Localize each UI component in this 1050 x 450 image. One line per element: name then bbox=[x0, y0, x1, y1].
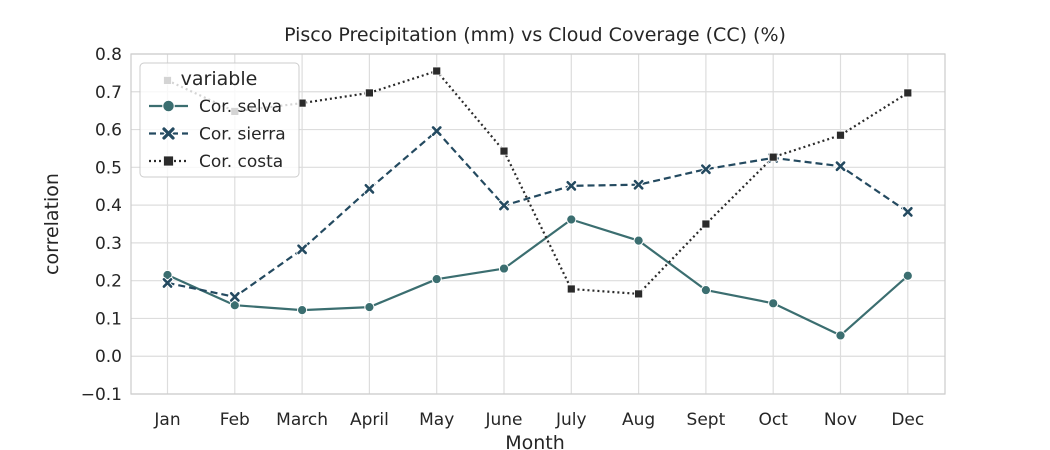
data-point bbox=[364, 302, 375, 313]
y-tick-label: 0.6 bbox=[95, 121, 122, 141]
chart-title: Pisco Precipitation (mm) vs Cloud Covera… bbox=[284, 24, 786, 46]
data-point bbox=[363, 183, 376, 195]
data-point bbox=[161, 277, 174, 289]
data-point bbox=[701, 219, 711, 229]
y-tick-label: 0.5 bbox=[95, 158, 122, 178]
series-line-2 bbox=[167, 130, 909, 298]
legend-items: Cor. selva Cor. sierra Cor. costa bbox=[149, 97, 286, 172]
x-tick-label: Sept bbox=[687, 410, 726, 430]
legend-item: Cor. sierra bbox=[149, 125, 286, 145]
x-tick-label: May bbox=[419, 410, 454, 430]
data-point bbox=[633, 235, 644, 246]
x-tick-label: Aug bbox=[622, 410, 655, 430]
data-point bbox=[430, 125, 443, 137]
data-point bbox=[431, 274, 442, 285]
legend-marker bbox=[161, 126, 176, 141]
data-point bbox=[902, 206, 914, 218]
x-axis-label: Month bbox=[505, 432, 565, 450]
y-tick-labels: −0.1 0.0 0.1 0.2 0.3 0.4 0.5 0.6 0.7 0.8 bbox=[81, 45, 122, 405]
data-point bbox=[296, 243, 308, 256]
y-tick-label: −0.1 bbox=[81, 385, 122, 405]
y-tick-label: 0.2 bbox=[95, 272, 122, 292]
legend-item: Cor. selva bbox=[149, 97, 282, 117]
data-point bbox=[903, 88, 913, 98]
x-tick-labels: Jan Feb March April May June July Aug Sept Oct Nov… bbox=[153, 410, 924, 430]
series-line-1 bbox=[167, 218, 909, 337]
legend-marker bbox=[162, 99, 175, 113]
plot-frame bbox=[130, 53, 946, 395]
data-point bbox=[835, 330, 846, 341]
legend-label: Cor. selva bbox=[199, 97, 282, 117]
y-tick-label: 0.7 bbox=[95, 83, 122, 103]
data-point bbox=[499, 146, 509, 156]
data-point bbox=[632, 178, 645, 191]
data-point bbox=[565, 180, 578, 192]
y-tick-label: 0.4 bbox=[95, 196, 122, 216]
data-point bbox=[902, 270, 913, 281]
data-point bbox=[297, 305, 308, 316]
legend-title: variable bbox=[181, 68, 258, 90]
legend-marker bbox=[163, 155, 174, 167]
data-point bbox=[229, 291, 241, 303]
x-tick-label: Dec bbox=[891, 410, 924, 430]
data-point bbox=[700, 285, 712, 296]
y-axis-label: correlation bbox=[41, 173, 63, 275]
legend-item: Cor. costa bbox=[149, 152, 283, 172]
y-tick-label: 0.0 bbox=[95, 347, 122, 367]
data-point bbox=[834, 160, 847, 172]
y-tick-label: 0.1 bbox=[95, 309, 122, 329]
legend-box bbox=[139, 62, 300, 178]
data-point bbox=[634, 289, 643, 299]
y-tick-label: 0.8 bbox=[95, 45, 122, 65]
data-point bbox=[498, 199, 510, 212]
data-point bbox=[432, 66, 442, 76]
data-point bbox=[700, 163, 712, 176]
series-markers bbox=[161, 66, 914, 341]
x-tick-label: July bbox=[555, 410, 587, 430]
x-tick-label: March bbox=[276, 410, 328, 430]
data-point bbox=[836, 130, 845, 140]
x-tick-label: Feb bbox=[220, 410, 250, 430]
x-tick-label: June bbox=[484, 410, 522, 430]
data-point bbox=[498, 263, 510, 274]
x-tick-label: Oct bbox=[758, 410, 788, 430]
data-point bbox=[768, 298, 779, 309]
x-tick-label: Nov bbox=[824, 410, 857, 430]
data-point bbox=[229, 300, 240, 311]
legend: variable Cor. selva Cor. sierra Cor. costa bbox=[139, 62, 300, 178]
data-point bbox=[566, 284, 576, 294]
legend-label: Cor. sierra bbox=[199, 125, 286, 145]
data-point bbox=[364, 88, 374, 98]
data-point bbox=[566, 214, 577, 225]
data-point bbox=[768, 152, 778, 162]
x-tick-label: April bbox=[350, 410, 389, 430]
data-point bbox=[162, 269, 173, 281]
y-tick-label: 0.3 bbox=[95, 234, 122, 254]
x-tick-label: Jan bbox=[153, 410, 180, 430]
legend-label: Cor. costa bbox=[199, 152, 283, 172]
